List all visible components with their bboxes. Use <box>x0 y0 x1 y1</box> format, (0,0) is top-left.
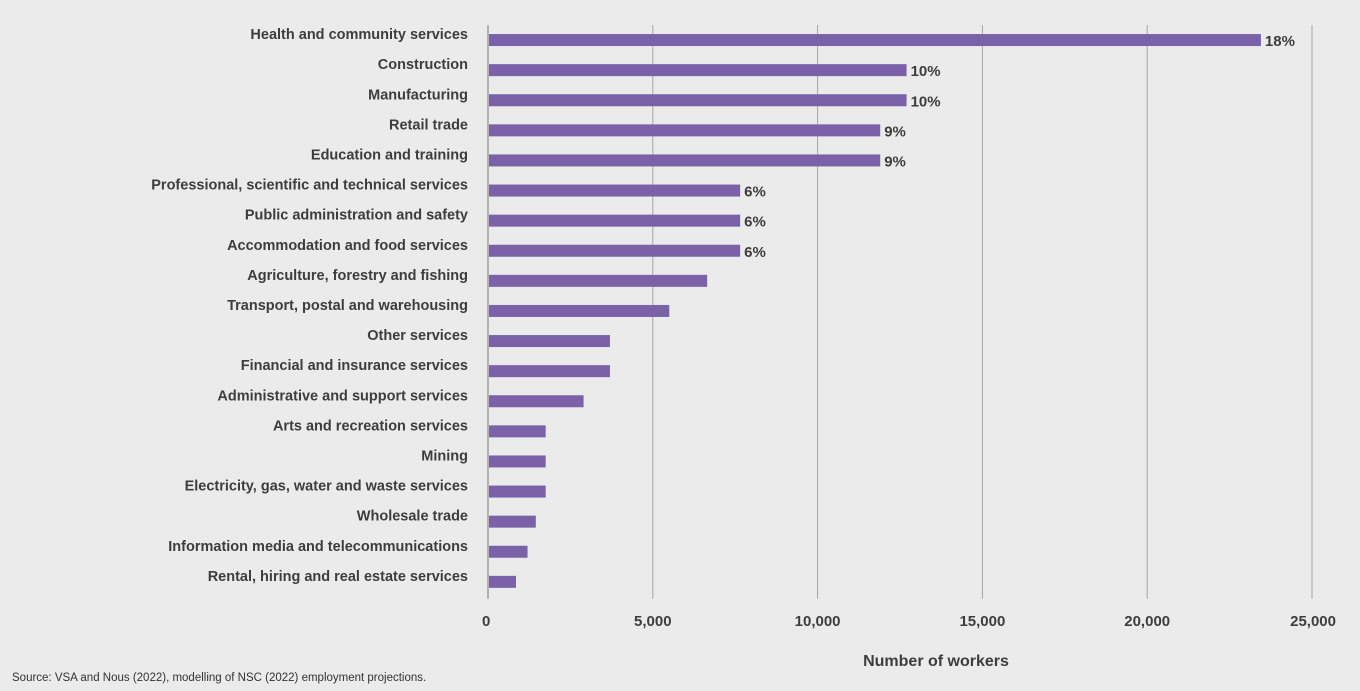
category-label: Other services <box>367 328 468 344</box>
bar <box>489 395 584 408</box>
category-label: Mining <box>421 448 468 464</box>
bar <box>489 335 610 348</box>
x-tick-labels: 0 5,000 10,000 15,000 20,000 25,000 <box>482 613 1336 630</box>
bar <box>489 64 907 77</box>
bar <box>489 244 741 257</box>
bar <box>489 34 1261 47</box>
bar <box>489 455 546 468</box>
bar <box>489 94 907 107</box>
bar <box>489 425 546 438</box>
bar <box>489 214 741 227</box>
plot-background <box>8 8 1352 658</box>
category-label: Financial and insurance services <box>241 358 468 374</box>
category-label: Health and community services <box>250 27 468 43</box>
category-label: Public administration and safety <box>245 208 468 224</box>
category-label: Rental, hiring and real estate services <box>208 569 468 585</box>
bar <box>489 575 517 588</box>
category-label: Construction <box>378 57 468 73</box>
data-label: 10% <box>911 63 941 80</box>
category-label: Transport, postal and warehousing <box>227 298 468 314</box>
bars <box>489 34 1261 588</box>
data-label: 18% <box>1265 33 1295 50</box>
data-label: 10% <box>911 93 941 110</box>
data-label: 9% <box>884 153 906 170</box>
data-label: 6% <box>744 214 766 231</box>
category-label: Electricity, gas, water and waste servic… <box>185 479 468 495</box>
bar <box>489 304 670 317</box>
x-tick-label: 20,000 <box>1124 613 1170 630</box>
category-labels: Health and community services Constructio… <box>151 27 468 585</box>
category-label: Manufacturing <box>368 87 468 103</box>
x-axis-title: Number of workers <box>863 653 1009 670</box>
bar <box>489 515 536 528</box>
x-tick-label: 10,000 <box>795 613 841 630</box>
category-label: Administrative and support services <box>217 388 468 404</box>
source-note: Source: VSA and Nous (2022), modelling o… <box>12 672 427 684</box>
category-label: Wholesale trade <box>357 509 468 525</box>
x-tick-label: 15,000 <box>959 613 1005 630</box>
bar <box>489 274 708 287</box>
bar <box>489 124 881 137</box>
x-tick-label: 0 <box>482 613 490 630</box>
category-label: Education and training <box>311 147 468 163</box>
bar <box>489 154 881 167</box>
bar <box>489 184 741 197</box>
data-label: 6% <box>744 244 766 261</box>
category-label: Arts and recreation services <box>273 418 468 434</box>
data-label: 9% <box>884 123 906 140</box>
category-label: Professional, scientific and technical s… <box>151 178 468 194</box>
data-label: 6% <box>744 184 766 201</box>
category-label: Information media and telecommunications <box>168 539 468 555</box>
category-label: Retail trade <box>389 117 468 133</box>
bar <box>489 365 610 378</box>
bar <box>489 485 546 498</box>
category-label: Agriculture, forestry and fishing <box>247 268 468 284</box>
data-labels: 18% 10% 10% 9% 9% 6% 6% 6% <box>744 33 1295 261</box>
x-tick-label: 25,000 <box>1290 613 1336 630</box>
x-tick-label: 5,000 <box>634 613 672 630</box>
bar <box>489 545 528 558</box>
category-label: Accommodation and food services <box>227 238 468 254</box>
